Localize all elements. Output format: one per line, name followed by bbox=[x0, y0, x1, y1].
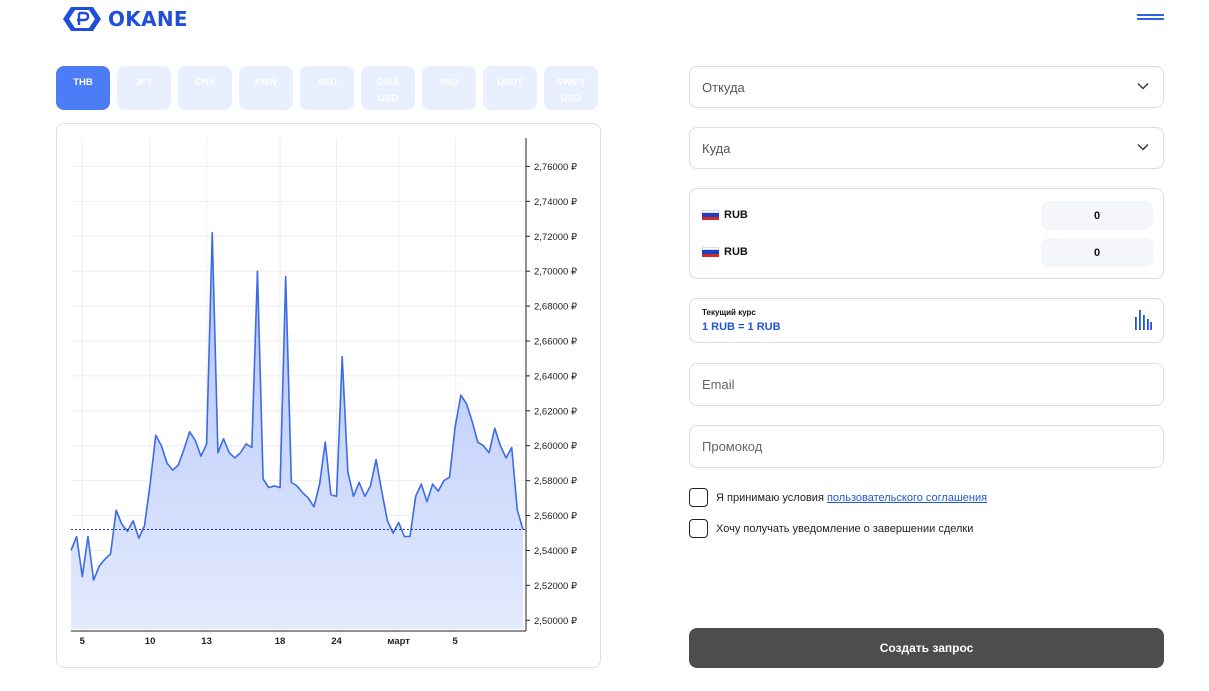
from-select[interactable]: Откуда bbox=[689, 66, 1164, 108]
tab-krw[interactable]: KRW bbox=[239, 66, 293, 110]
series-line bbox=[70, 231, 524, 581]
promo-field[interactable] bbox=[689, 425, 1164, 468]
amounts-panel: RUB 0 RUB 0 bbox=[689, 188, 1164, 279]
y-tick-label: 2,60000 ₽ bbox=[534, 441, 578, 452]
notify-checkbox-row: Хочу получать уведомление о завершении с… bbox=[689, 519, 973, 538]
x-tick-label: 18 bbox=[275, 636, 286, 647]
amount-input-give[interactable]: 0 bbox=[1041, 201, 1153, 230]
currency-code: RUB bbox=[724, 246, 748, 258]
x-tick-label: 24 bbox=[331, 636, 342, 647]
y-tick-label: 2,74000 ₽ bbox=[534, 197, 578, 208]
x-tick-label: 13 bbox=[201, 636, 212, 647]
tab-label: CNY bbox=[194, 77, 216, 88]
chevron-down-icon bbox=[1137, 144, 1149, 151]
tab-vnd[interactable]: VND bbox=[422, 66, 476, 110]
russia-flag-icon bbox=[702, 246, 719, 258]
email-field[interactable] bbox=[689, 363, 1164, 406]
notify-label: Хочу получать уведомление о завершении с… bbox=[716, 522, 974, 535]
amount-input-get[interactable]: 0 bbox=[1041, 238, 1153, 267]
tab-usdt[interactable]: USDT bbox=[483, 66, 537, 110]
x-tick-label: 5 bbox=[453, 636, 459, 647]
brand-logo[interactable]: OKANE bbox=[62, 4, 188, 34]
y-tick-label: 2,56000 ₽ bbox=[534, 511, 578, 522]
y-tick-label: 2,70000 ₽ bbox=[534, 267, 578, 278]
tab-label: SWIFT bbox=[556, 77, 586, 88]
user-agreement-link[interactable]: пользовательского соглашения bbox=[826, 491, 988, 504]
y-tick-label: 2,72000 ₽ bbox=[534, 232, 578, 243]
tab-swift-usd[interactable]: SWIFT USD bbox=[544, 66, 598, 110]
create-request-button[interactable]: Создать запрос bbox=[689, 628, 1164, 668]
rate-chart: 2,50000 ₽ 2,52000 ₽ 2,54000 ₽ 2,56000 ₽ 2,58… bbox=[56, 123, 601, 668]
tab-aed[interactable]: AED bbox=[300, 66, 354, 110]
currency-tabs: THB JPY CNY KRW AED CIBA USD VND USDT SWIFT USD bbox=[56, 66, 598, 110]
tab-label: CIBA bbox=[376, 77, 400, 88]
tab-label: AED bbox=[316, 77, 338, 88]
ruble-logo-icon bbox=[63, 7, 101, 31]
x-tick-label: 5 bbox=[80, 636, 86, 647]
russia-flag-icon bbox=[702, 209, 719, 221]
tab-label: JPY bbox=[135, 77, 153, 88]
tab-label-line2: USD bbox=[560, 93, 582, 104]
rate-chart-svg: 2,50000 ₽ 2,52000 ₽ 2,54000 ₽ 2,56000 ₽ 2,58… bbox=[70, 138, 578, 647]
tab-label: VND bbox=[438, 77, 460, 88]
y-tick-label: 2,50000 ₽ bbox=[534, 616, 578, 627]
y-tick-label: 2,54000 ₽ bbox=[534, 546, 578, 557]
tab-label: USDT bbox=[497, 77, 523, 88]
brand-name: OKANE bbox=[108, 7, 188, 31]
y-tick-label: 2,64000 ₽ bbox=[534, 371, 578, 382]
chart-bars-icon[interactable] bbox=[1135, 310, 1152, 330]
rate-label: Текущий курс bbox=[702, 308, 756, 317]
agree-label: Я принимаю условия пользовательского сог… bbox=[716, 492, 987, 504]
tab-label-line2: USD bbox=[377, 93, 399, 104]
tab-thb[interactable]: THB bbox=[56, 66, 110, 110]
from-select-placeholder: Откуда bbox=[702, 79, 745, 95]
tab-ciba-usd[interactable]: CIBA USD bbox=[361, 66, 415, 110]
x-tick-label: март bbox=[387, 636, 410, 647]
y-tick-label: 2,76000 ₽ bbox=[534, 162, 578, 173]
to-select-placeholder: Куда bbox=[702, 140, 731, 156]
rate-value: 1 RUB = 1 RUB bbox=[702, 321, 781, 333]
email-input[interactable] bbox=[702, 377, 1142, 392]
x-tick-label: 10 bbox=[145, 636, 156, 647]
agree-prefix: Я принимаю условия bbox=[716, 491, 824, 504]
chevron-down-icon bbox=[1137, 83, 1149, 90]
promo-input[interactable] bbox=[702, 439, 1142, 454]
agree-checkbox[interactable] bbox=[689, 488, 708, 507]
tab-cny[interactable]: CNY bbox=[178, 66, 232, 110]
to-select[interactable]: Куда bbox=[689, 127, 1164, 169]
amount-row-give: RUB 0 bbox=[702, 201, 1153, 230]
y-tick-label: 2,58000 ₽ bbox=[534, 476, 578, 487]
y-tick-label: 2,66000 ₽ bbox=[534, 336, 578, 347]
currency-code: RUB bbox=[724, 209, 748, 221]
tab-label: KRW bbox=[254, 77, 278, 88]
tab-label: THB bbox=[73, 77, 93, 88]
tab-jpy[interactable]: JPY bbox=[117, 66, 171, 110]
y-tick-label: 2,68000 ₽ bbox=[534, 302, 578, 313]
amount-row-get: RUB 0 bbox=[702, 238, 1153, 267]
menu-hamburger-icon[interactable] bbox=[1137, 13, 1164, 23]
notify-checkbox[interactable] bbox=[689, 519, 708, 538]
y-tick-label: 2,52000 ₽ bbox=[534, 581, 578, 592]
current-rate-panel: Текущий курс 1 RUB = 1 RUB bbox=[689, 298, 1164, 343]
agree-checkbox-row: Я принимаю условия пользовательского сог… bbox=[689, 488, 987, 507]
y-tick-label: 2,62000 ₽ bbox=[534, 406, 578, 417]
